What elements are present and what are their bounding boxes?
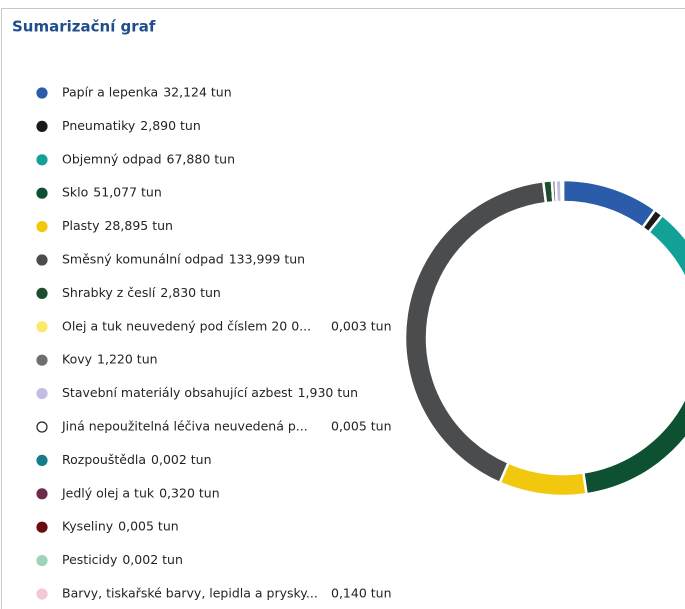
legend-value: 1,220 tun <box>97 352 158 367</box>
legend-marker <box>36 254 48 266</box>
legend-label: Shrabky z česlí <box>62 285 156 300</box>
legend-value: 0,005 tun <box>118 519 179 534</box>
legend-label: Kyseliny <box>62 519 114 534</box>
legend-value: 51,077 tun <box>93 185 161 200</box>
legend-label: Objemný odpad <box>62 151 162 166</box>
legend-value: 2,830 tun <box>160 285 221 300</box>
legend-marker <box>36 187 48 199</box>
legend-label: Olej a tuk neuvedený pod číslem 20 0... <box>62 318 311 333</box>
legend-value: 0,005 tun <box>331 419 392 434</box>
legend-marker <box>36 120 48 133</box>
legend-label: Barvy, tiskařské barvy, lepidla a prysky… <box>62 586 318 601</box>
legend-marker <box>36 454 48 466</box>
legend-marker <box>36 388 48 400</box>
legend-label: Směsný komunální odpad <box>62 252 224 267</box>
legend-value: 0,002 tun <box>151 452 212 467</box>
legend-value: 0,003 tun <box>331 318 392 333</box>
legend-marker <box>36 521 48 533</box>
legend-marker <box>36 287 48 299</box>
legend-marker <box>36 554 48 567</box>
legend-label: Sklo <box>62 185 88 200</box>
legend-label: Stavební materiály obsahující azbest <box>62 385 293 400</box>
legend-value: 28,895 tun <box>104 218 172 233</box>
legend-value: 1,930 tun <box>298 385 359 400</box>
legend-marker <box>36 354 48 366</box>
legend-label: Kovy <box>62 352 93 367</box>
legend-label: Pneumatiky <box>62 118 136 133</box>
legend-label: Rozpouštědla <box>62 452 146 467</box>
legend-value: 32,124 tun <box>163 85 231 100</box>
chart-title: Sumarizační graf <box>12 18 156 36</box>
legend-value: 0,320 tun <box>159 485 220 500</box>
legend-label: Plasty <box>62 218 100 233</box>
legend-marker <box>36 488 48 500</box>
legend-value: 67,880 tun <box>167 151 235 166</box>
legend-value: 0,002 tun <box>122 552 183 567</box>
panel <box>1 8 685 609</box>
legend-marker <box>36 321 48 333</box>
legend-value: 0,140 tun <box>331 586 392 601</box>
legend-label: Papír a lepenka <box>62 85 158 100</box>
donut-slice <box>646 213 685 281</box>
legend-marker <box>36 154 48 166</box>
legend-label: Pesticidy <box>62 552 118 567</box>
legend-marker <box>36 87 48 99</box>
legend-marker <box>36 221 48 233</box>
legend-marker <box>36 588 48 600</box>
legend-label: Jiná nepoužitelná léčiva neuvedená p... <box>61 419 308 434</box>
legend-marker <box>36 421 48 433</box>
legend-label: Jedlý olej a tuk <box>61 485 155 500</box>
legend-value: 133,999 tun <box>229 252 305 267</box>
legend-value: 2,890 tun <box>140 118 201 133</box>
